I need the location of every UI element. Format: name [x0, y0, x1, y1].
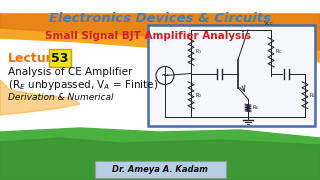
Polygon shape — [0, 138, 320, 180]
Text: R$_E$: R$_E$ — [252, 103, 260, 112]
Text: Derivation & Numerical: Derivation & Numerical — [8, 93, 114, 102]
Polygon shape — [0, 0, 320, 62]
Text: ~: ~ — [161, 71, 169, 80]
Text: R$_C$: R$_C$ — [275, 47, 283, 56]
Text: 53: 53 — [51, 51, 69, 64]
Text: R$_2$: R$_2$ — [195, 91, 202, 100]
Text: Lecture: Lecture — [8, 51, 61, 64]
FancyBboxPatch shape — [94, 161, 226, 177]
FancyBboxPatch shape — [148, 24, 315, 125]
Text: (R$_E$ unbypassed, V$_A$ = Finite): (R$_E$ unbypassed, V$_A$ = Finite) — [8, 78, 158, 92]
Bar — [0, 0, 320, 12]
Text: Small Signal BJT Amplifier Analysis: Small Signal BJT Amplifier Analysis — [45, 31, 251, 41]
Text: Analysis of CE Amplifier: Analysis of CE Amplifier — [8, 67, 132, 77]
Text: V$_{CC}$: V$_{CC}$ — [263, 19, 275, 28]
Text: Electronics Devices & Circuits: Electronics Devices & Circuits — [49, 12, 271, 26]
Text: R$_1$: R$_1$ — [195, 47, 202, 56]
Polygon shape — [0, 80, 80, 115]
Polygon shape — [0, 128, 320, 180]
Text: R$_L$: R$_L$ — [309, 91, 316, 100]
Polygon shape — [0, 0, 320, 50]
Text: Dr. Ameya A. Kadam: Dr. Ameya A. Kadam — [112, 165, 208, 174]
